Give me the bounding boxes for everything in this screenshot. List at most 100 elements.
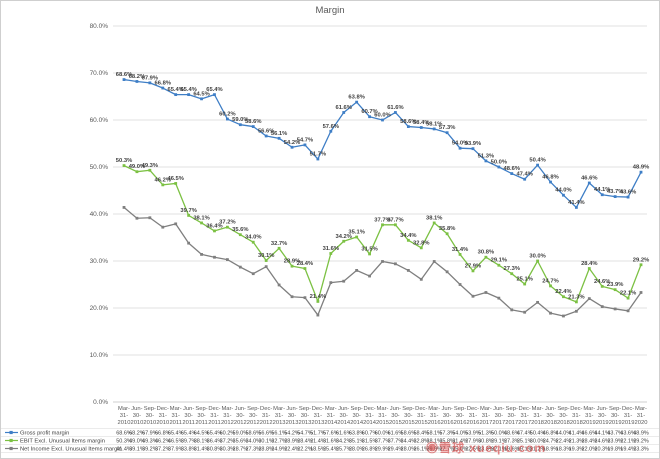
data-label: 43.6% xyxy=(620,190,636,196)
data-label: 31.4% xyxy=(452,247,468,253)
y-axis-tick: 10.0% xyxy=(90,352,109,359)
table-cell: 22.4% xyxy=(284,447,300,453)
table-cell: 58.4% xyxy=(413,431,429,437)
data-label: 48.9% xyxy=(633,165,649,171)
table-cell: 51.7% xyxy=(310,431,326,437)
y-axis-tick: 20.0% xyxy=(90,305,109,312)
x-axis-tick: Dec-31-2016 xyxy=(467,406,480,426)
table-cell: 30.0% xyxy=(530,439,546,445)
table-cell: 24.9% xyxy=(271,447,287,453)
data-point xyxy=(277,136,281,140)
table-cell: 60.0% xyxy=(375,431,391,437)
table-cell: 65.4% xyxy=(181,431,197,437)
data-point xyxy=(303,296,307,300)
data-point xyxy=(419,277,423,281)
table-cell: 39.2% xyxy=(142,447,158,453)
data-label: 34.2% xyxy=(336,234,352,240)
table-cell: 28.0% xyxy=(401,447,417,453)
data-point xyxy=(148,216,152,220)
data-point xyxy=(613,288,617,292)
data-label: 30.8% xyxy=(478,250,494,256)
x-axis-tick: Sep-30-2014 xyxy=(350,406,364,426)
data-point xyxy=(368,252,371,256)
data-label: 24.6% xyxy=(594,279,610,285)
table-cell: 30.8% xyxy=(478,439,494,445)
table-cell: 59.0% xyxy=(233,431,249,437)
table-cell: 47.4% xyxy=(517,431,533,437)
chart-title: Margin xyxy=(315,5,345,16)
data-point xyxy=(135,80,139,83)
data-point xyxy=(200,97,203,101)
data-point xyxy=(226,258,229,261)
table-cell: 37.2% xyxy=(220,439,236,445)
x-axis-tick: Jun-30-2016 xyxy=(441,406,454,426)
table-cell: 35.8% xyxy=(439,439,455,445)
data-label: 58.4% xyxy=(413,120,429,126)
table-cell: 43.7% xyxy=(607,431,623,437)
data-point xyxy=(174,93,178,97)
data-point xyxy=(238,265,242,269)
table-cell: 48.9% xyxy=(633,431,649,437)
data-point xyxy=(213,255,216,259)
table-cell: 30.3% xyxy=(220,447,236,453)
table-cell: 53.9% xyxy=(465,431,481,437)
table-cell: 54.0% xyxy=(452,431,468,437)
table-cell: 24.6% xyxy=(594,439,610,445)
data-point xyxy=(406,125,410,128)
x-axis-tick: Jun-30-2010 xyxy=(130,406,143,426)
data-label: 60.0% xyxy=(374,113,390,119)
data-label: 27.9% xyxy=(465,263,481,269)
data-point xyxy=(303,267,307,270)
x-axis-tick: Dec-31-2019 xyxy=(622,406,635,426)
data-point xyxy=(523,177,527,181)
table-cell: 31.6% xyxy=(323,439,339,445)
table-cell: 22.1% xyxy=(620,439,636,445)
y-axis-tick: 30.0% xyxy=(90,258,109,265)
data-point xyxy=(394,223,397,227)
data-label: 58.6% xyxy=(400,119,416,125)
data-point xyxy=(587,267,591,270)
data-point xyxy=(445,131,449,135)
data-label: 49.3% xyxy=(142,163,158,169)
data-point xyxy=(161,225,165,229)
data-label: 60.7% xyxy=(361,109,377,115)
table-cell: 37.2% xyxy=(155,447,171,453)
data-label: 53.9% xyxy=(465,141,481,147)
data-label: 22.4% xyxy=(555,289,571,295)
x-axis-tick: Mar-31-2012 xyxy=(221,406,234,426)
data-label: 48.6% xyxy=(504,166,520,172)
data-point xyxy=(471,294,475,298)
x-axis-tick: Jun-30-2012 xyxy=(234,406,247,426)
data-point xyxy=(510,272,514,276)
table-cell: 18.9% xyxy=(543,447,559,453)
data-point xyxy=(148,81,152,85)
data-label: 25.1% xyxy=(516,277,532,283)
data-point xyxy=(562,295,565,299)
data-point xyxy=(200,253,203,256)
data-label: 21.4% xyxy=(310,294,326,300)
data-point xyxy=(135,170,139,174)
data-label: 21.3% xyxy=(568,294,584,300)
data-point xyxy=(316,313,320,317)
table-cell: 30.8% xyxy=(207,447,223,453)
data-label: 57.6% xyxy=(323,124,339,130)
legend-marker-point xyxy=(9,438,13,443)
x-axis-tick: Sep-30-2018 xyxy=(557,406,570,426)
data-label: 44.1% xyxy=(594,187,610,193)
data-point xyxy=(290,264,294,268)
data-point xyxy=(161,183,165,187)
table-cell: 66.8% xyxy=(155,431,171,437)
data-point xyxy=(549,180,552,184)
data-label: 29.1% xyxy=(491,258,507,264)
data-label: 60.2% xyxy=(219,112,235,118)
table-cell: 31.4% xyxy=(452,439,468,445)
table-cell: 25.4% xyxy=(323,447,339,453)
data-label: 35.8% xyxy=(439,226,455,232)
x-axis-tick: Dec-31-2014 xyxy=(363,406,377,426)
table-cell: 37.9% xyxy=(168,447,184,453)
data-point xyxy=(587,181,591,185)
x-axis-tick: Sep-30-2017 xyxy=(505,406,518,426)
data-point xyxy=(497,263,501,267)
table-cell: 18.3% xyxy=(556,447,572,453)
